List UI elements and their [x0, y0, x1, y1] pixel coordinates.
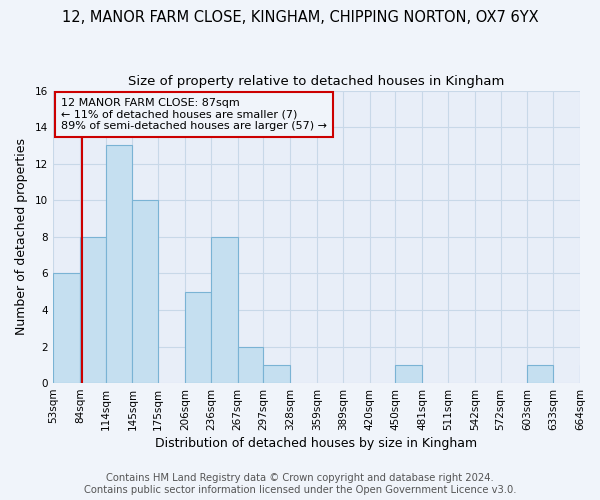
Bar: [80, 237, 106, 383]
Bar: [263, 365, 290, 383]
Title: Size of property relative to detached houses in Kingham: Size of property relative to detached ho…: [128, 75, 505, 88]
X-axis label: Distribution of detached houses by size in Kingham: Distribution of detached houses by size …: [155, 437, 478, 450]
Bar: [133, 200, 158, 383]
Bar: [580, 365, 600, 383]
Bar: [395, 365, 422, 383]
Bar: [238, 346, 263, 383]
Y-axis label: Number of detached properties: Number of detached properties: [15, 138, 28, 336]
Bar: [211, 237, 238, 383]
Bar: [53, 274, 80, 383]
Text: 12 MANOR FARM CLOSE: 87sqm
← 11% of detached houses are smaller (7)
89% of semi-: 12 MANOR FARM CLOSE: 87sqm ← 11% of deta…: [61, 98, 327, 131]
Text: 12, MANOR FARM CLOSE, KINGHAM, CHIPPING NORTON, OX7 6YX: 12, MANOR FARM CLOSE, KINGHAM, CHIPPING …: [62, 10, 538, 25]
Bar: [527, 365, 553, 383]
Bar: [106, 146, 133, 383]
Text: Contains HM Land Registry data © Crown copyright and database right 2024.
Contai: Contains HM Land Registry data © Crown c…: [84, 474, 516, 495]
Bar: [185, 292, 211, 383]
